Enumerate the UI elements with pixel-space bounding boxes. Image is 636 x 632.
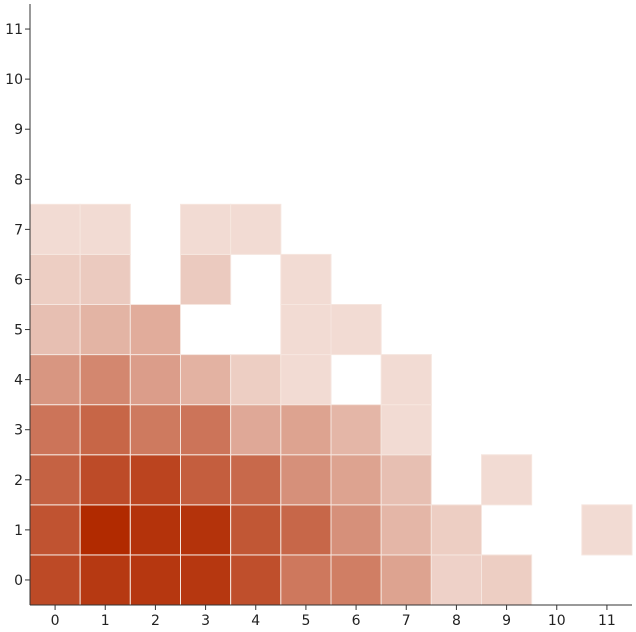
heatmap-cell-5-6 (280, 253, 332, 306)
x-tick-label-10: 10 (548, 613, 566, 629)
heatmap-cell-1-4 (79, 354, 131, 406)
heatmap-cell-5-0 (280, 554, 332, 606)
heatmap-cell-5-1 (280, 504, 332, 556)
heatmap-cell-1-6 (79, 253, 131, 306)
y-tick-label-8: 8 (14, 172, 23, 188)
x-tick-label-9: 9 (502, 613, 511, 629)
heatmap-cell-9-0 (481, 554, 533, 606)
heatmap-cell-5-4 (280, 354, 332, 406)
heatmap-cell-4-7 (230, 203, 282, 255)
heatmap-cell-1-3 (79, 404, 131, 456)
heatmap-cell-8-0 (430, 554, 483, 606)
y-tick-label-6: 6 (14, 272, 23, 288)
y-tick-label-1: 1 (14, 523, 23, 539)
x-tick-label-11: 11 (598, 613, 616, 629)
y-tick-label-2: 2 (14, 473, 23, 489)
x-tick-label-5: 5 (301, 613, 310, 629)
x-tick-label-7: 7 (402, 613, 411, 629)
heatmap-cell-0-0 (29, 554, 81, 606)
x-tick-label-3: 3 (201, 613, 210, 629)
heatmap-cell-2-3 (129, 404, 181, 456)
heatmap-cell-2-5 (129, 304, 181, 356)
heatmap-cell-7-2 (380, 454, 432, 506)
x-tick-label-8: 8 (452, 613, 461, 629)
heatmap-cell-1-5 (79, 304, 131, 356)
heatmap-cell-0-4 (29, 354, 81, 406)
heatmap-cell-6-5 (330, 304, 382, 356)
heatmap-cell-6-3 (330, 404, 382, 456)
heatmap-cell-4-0 (230, 554, 282, 606)
heatmap-cell-3-3 (180, 404, 232, 456)
heatmap-cell-0-6 (29, 253, 81, 306)
y-tick-label-11: 11 (5, 22, 23, 38)
x-tick-label-6: 6 (352, 613, 361, 629)
y-tick-label-3: 3 (14, 423, 23, 439)
heatmap-cell-0-5 (29, 304, 81, 356)
heatmap-cell-4-3 (230, 404, 282, 456)
y-tick-label-7: 7 (14, 222, 23, 238)
heatmap-cell-11-1 (581, 504, 633, 556)
x-tick-label-1: 1 (101, 613, 110, 629)
x-tick-label-4: 4 (251, 613, 260, 629)
heatmap-cell-5-5 (280, 304, 332, 356)
heatmap-cell-0-1 (29, 504, 81, 556)
heatmap-cell-1-2 (79, 454, 131, 506)
heatmap-cell-3-6 (180, 253, 232, 306)
heatmap-cell-8-1 (430, 504, 483, 556)
heatmap-cells (29, 203, 633, 606)
heatmap-cell-1-0 (79, 554, 131, 606)
heatmap-cell-3-1 (180, 504, 232, 556)
heatmap-cell-3-0 (180, 554, 232, 606)
heatmap-cell-0-7 (29, 203, 81, 255)
heatmap-cell-2-2 (129, 454, 181, 506)
y-tick-label-10: 10 (5, 72, 23, 88)
y-tick-label-0: 0 (14, 573, 23, 589)
heatmap-cell-7-0 (380, 554, 432, 606)
y-axis-ticks: 0 1 2 3 4 5 6 7 8 9 10 11 (5, 22, 30, 589)
x-axis-ticks: 0 1 2 3 4 5 6 7 8 9 10 11 (51, 605, 616, 629)
heatmap-cell-2-1 (129, 504, 181, 556)
heatmap-cell-3-7 (180, 203, 232, 255)
heatmap-cell-1-1 (79, 504, 131, 556)
heatmap-cell-4-1 (230, 504, 282, 556)
heatmap-cell-6-2 (330, 454, 382, 506)
heatmap-cell-4-4 (230, 354, 282, 406)
heatmap-cell-7-4 (380, 354, 432, 406)
heatmap-cell-0-3 (29, 404, 81, 456)
heatmap-cell-2-4 (129, 354, 181, 406)
heatmap-cell-7-3 (380, 404, 432, 456)
y-tick-label-5: 5 (14, 323, 23, 339)
x-tick-label-2: 2 (151, 613, 160, 629)
heatmap-cell-5-2 (280, 454, 332, 506)
y-tick-label-4: 4 (14, 373, 23, 389)
heatmap-cell-6-0 (330, 554, 382, 606)
heatmap-cell-3-2 (180, 454, 232, 506)
heatmap-cell-6-1 (330, 504, 382, 556)
heatmap-cell-1-7 (79, 203, 131, 255)
heatmap-cell-0-2 (29, 454, 81, 506)
heatmap-cell-2-0 (129, 554, 181, 606)
heatmap-cell-5-3 (280, 404, 332, 456)
heatmap-cell-9-2 (481, 454, 533, 506)
heatmap-cell-7-1 (380, 504, 432, 556)
x-tick-label-0: 0 (51, 613, 60, 629)
heatmap-cell-3-4 (180, 354, 232, 406)
y-tick-label-9: 9 (14, 122, 23, 138)
heatmap-cell-4-2 (230, 454, 282, 506)
